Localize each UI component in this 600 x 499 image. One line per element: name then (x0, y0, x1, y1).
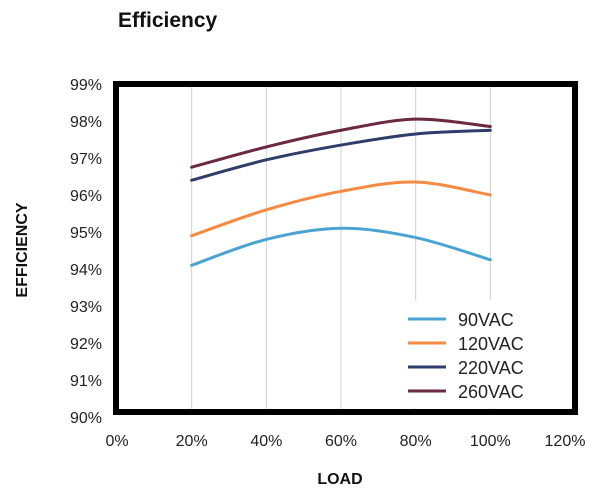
x-tick-label: 100% (470, 433, 511, 450)
legend: 90VAC 120VAC 220VAC 260VAC (400, 300, 570, 408)
legend-label: 220VAC (458, 358, 524, 378)
legend-label: 120VAC (458, 334, 524, 354)
y-tick-label: 92% (70, 336, 102, 353)
x-tick-label: 20% (176, 433, 208, 450)
series-line-220vac (190, 128, 492, 182)
y-tick-label: 91% (70, 373, 102, 390)
legend-label: 90VAC (458, 310, 514, 330)
chart-title: Efficiency (118, 9, 218, 32)
y-tick-label: 95% (70, 225, 102, 242)
y-tick-label: 98% (70, 114, 102, 131)
legend-label: 260VAC (458, 382, 524, 402)
y-tick-label: 93% (70, 299, 102, 316)
y-axis-label: EFFICIENCY (14, 202, 31, 297)
series-line-90vac (190, 226, 492, 267)
y-tick-label: 96% (70, 188, 102, 205)
y-tick-label: 90% (70, 410, 102, 427)
x-tick-label: 60% (325, 433, 357, 450)
y-tick-label: 94% (70, 262, 102, 279)
plot-frame (113, 81, 578, 415)
x-tick-label: 120% (545, 433, 586, 450)
x-tick-label: 80% (400, 433, 432, 450)
series-line-120vac (190, 180, 492, 238)
x-tick-label: 40% (250, 433, 282, 450)
series-line-260vac (190, 117, 492, 169)
y-tick-label: 99% (70, 77, 102, 94)
x-axis-label: LOAD (317, 471, 362, 488)
x-tick-label: 0% (105, 433, 128, 450)
y-tick-label: 97% (70, 151, 102, 168)
